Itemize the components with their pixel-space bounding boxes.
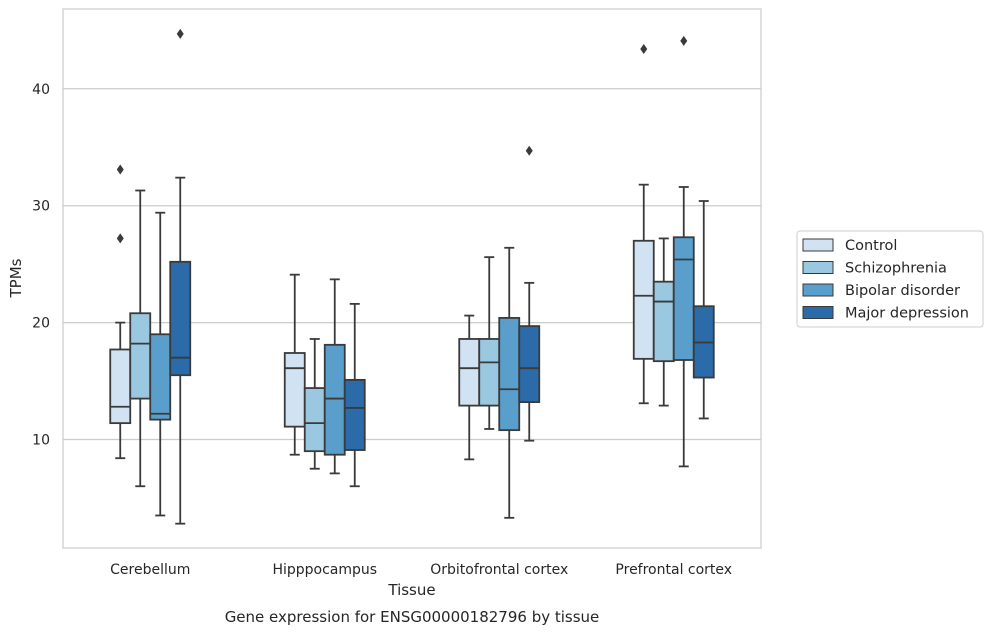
box-1-2 bbox=[478, 256, 501, 430]
outlier-point bbox=[176, 28, 184, 39]
legend-swatch bbox=[802, 283, 834, 297]
box bbox=[652, 280, 675, 363]
legend-label: Schizophrenia bbox=[845, 261, 947, 277]
legend-label: Control bbox=[845, 238, 897, 254]
box-3-0 bbox=[169, 28, 192, 525]
y-tick-label: 10 bbox=[32, 433, 50, 449]
box-3-2 bbox=[518, 145, 541, 442]
box bbox=[323, 343, 346, 456]
y-tick-label: 40 bbox=[32, 82, 50, 98]
outlier-point bbox=[116, 164, 124, 175]
y-tick-label: 30 bbox=[32, 199, 50, 215]
legend-swatch bbox=[802, 261, 834, 274]
box bbox=[109, 348, 132, 425]
legend-label: Bipolar disorder bbox=[845, 283, 960, 299]
box-2-1 bbox=[323, 278, 346, 475]
box-0-3 bbox=[632, 44, 655, 405]
legend-swatch bbox=[802, 306, 834, 319]
box bbox=[498, 317, 521, 432]
x-tick-label: Hipppocampus bbox=[272, 562, 377, 578]
box-3-1 bbox=[343, 302, 366, 488]
box-1-0 bbox=[129, 189, 152, 488]
outlier-point bbox=[640, 44, 648, 55]
legend-frame bbox=[796, 230, 984, 328]
box-0-1 bbox=[283, 273, 306, 456]
box bbox=[518, 325, 541, 403]
box-plot-area bbox=[109, 28, 715, 525]
x-axis-label: Tissue bbox=[387, 581, 435, 599]
box-3-3 bbox=[692, 200, 715, 420]
box bbox=[149, 333, 172, 421]
box-2-2 bbox=[498, 246, 521, 519]
y-tick-labels: 10 20 30 40 bbox=[32, 82, 50, 449]
chart-caption: Gene expression for ENSG00000182796 by t… bbox=[225, 608, 600, 626]
box bbox=[672, 236, 695, 361]
box bbox=[129, 312, 152, 400]
box-1-3 bbox=[652, 237, 675, 407]
x-tick-label: Orbitofrontal cortex bbox=[430, 562, 568, 578]
box bbox=[458, 338, 481, 407]
box-0-2 bbox=[458, 314, 481, 461]
legend: Control Schizophrenia Bipolar disorder Majo… bbox=[796, 230, 984, 328]
box bbox=[343, 378, 366, 451]
outlier-point bbox=[116, 233, 124, 244]
y-axis-label: TPMs bbox=[7, 258, 25, 298]
box-2-0 bbox=[149, 211, 172, 517]
x-tick-label: Cerebellum bbox=[110, 562, 190, 578]
x-tick-label: Prefrontal cortex bbox=[615, 562, 732, 578]
box bbox=[632, 239, 655, 360]
box-0-0 bbox=[109, 164, 132, 460]
box-1-1 bbox=[303, 338, 326, 470]
outlier-point bbox=[680, 35, 688, 46]
box bbox=[283, 352, 306, 428]
plot-frame bbox=[62, 8, 762, 549]
box bbox=[303, 387, 326, 453]
box bbox=[169, 260, 192, 377]
outlier-point bbox=[525, 145, 533, 156]
box bbox=[478, 338, 501, 407]
legend-label: Major depression bbox=[845, 306, 969, 322]
y-tick-label: 20 bbox=[32, 316, 50, 332]
legend-swatch bbox=[802, 238, 834, 252]
box-2-3 bbox=[672, 35, 695, 468]
x-tick-labels: Cerebellum Hipppocampus Orbitofrontal cort… bbox=[110, 562, 732, 578]
